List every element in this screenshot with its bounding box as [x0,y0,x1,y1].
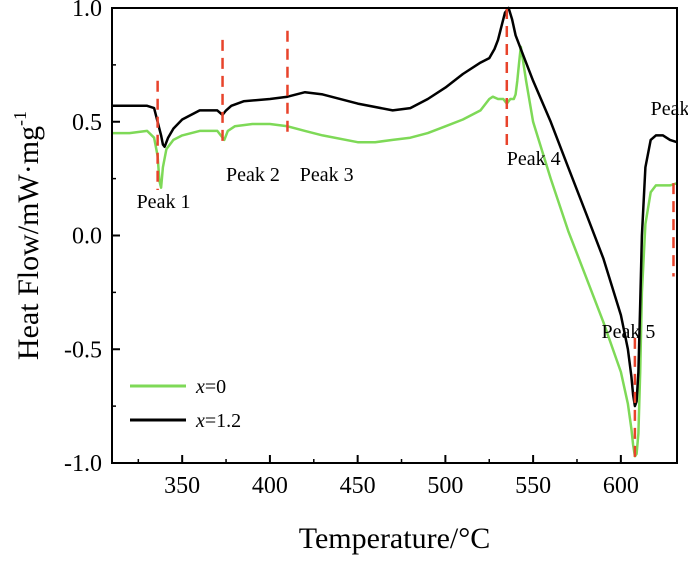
x-tick-label: 600 [603,473,639,499]
legend-label-x1-2: x=1.2 [195,410,241,432]
y-axis-ticks: -1.0 -0.5 0.0 0.5 1.0 [64,0,120,477]
y-axis-title-superscript: -1 [10,111,30,126]
x-axis-title: Temperature/°C [299,522,490,555]
x-axis-ticks: 350 400 450 500 550 600 [137,455,639,499]
x-tick-label: 550 [515,473,551,499]
peak-marker-layer [156,8,675,463]
y-tick-label: -1.0 [64,451,102,477]
series-line-x1-2 [112,6,678,408]
x-tick-label: 400 [252,473,288,499]
x-tick-label: 350 [164,473,200,499]
y-axis-title-main: Heat Flow/mW·mg [12,126,45,360]
y-tick-label: 0.0 [72,224,102,250]
y-tick-label: -0.5 [64,337,102,363]
peak-label-2: Peak 2 [226,164,280,186]
y-tick-label: 1.0 [72,0,102,22]
y-tick-label: 0.5 [72,110,102,136]
x-tick-label: 500 [427,473,463,499]
legend: x=0 x=1.2 [130,376,241,432]
legend-label-x0: x=0 [195,376,226,398]
peak-label-1: Peak 1 [137,191,191,213]
peak-label-6: Peak 6 [651,98,688,120]
annotation-layer: Peak 1 Peak 2 Peak 3 Peak 4 Peak 5 Peak 6 [137,98,688,343]
peak-label-3: Peak 3 [300,164,354,186]
peak-label-5: Peak 5 [602,321,656,343]
y-axis-title: Heat Flow/mW·mg-1 [10,111,45,360]
x-tick-label: 450 [340,473,376,499]
peak-label-4: Peak 4 [507,148,561,170]
